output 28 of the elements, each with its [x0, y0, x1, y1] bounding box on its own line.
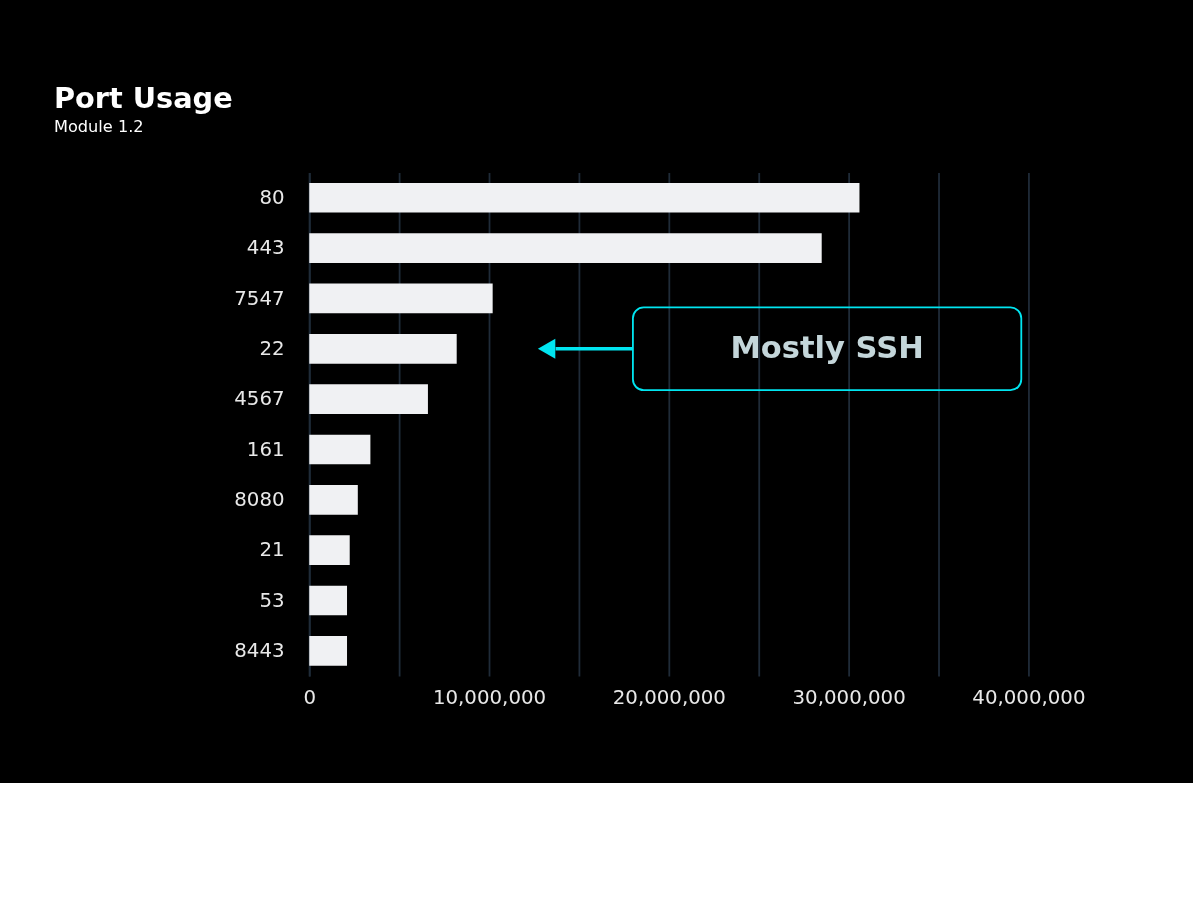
- y-tick-label: 161: [246, 437, 285, 461]
- text: Module 1.2: [53, 117, 144, 137]
- bar: [309, 283, 493, 314]
- y-tick-label: 8443: [234, 639, 285, 663]
- x-tick-label: 10,000,000: [432, 686, 547, 710]
- annotation: Mostly SSH: [730, 329, 924, 365]
- y-tick-label: 8080: [234, 488, 285, 512]
- x-tick-label: 30,000,000: [792, 686, 906, 710]
- bar: [309, 585, 348, 616]
- bar: [309, 182, 860, 213]
- x-tick-label: 20,000,000: [612, 686, 726, 710]
- chart-title: Port Usage: [53, 80, 233, 115]
- y-tick-label: 22: [259, 337, 285, 361]
- y-tick-label: 4567: [234, 387, 285, 411]
- y-tick-label: 21: [259, 538, 285, 562]
- bar: [309, 636, 348, 666]
- y-tick-label: 7547: [234, 286, 285, 310]
- bar: [309, 384, 428, 414]
- bar: [309, 535, 350, 566]
- x-tick-label: 40,000,000: [972, 686, 1086, 710]
- x-tick-label: 0: [303, 686, 316, 710]
- y-tick-label: 53: [259, 588, 285, 612]
- bar: [309, 233, 822, 263]
- bar: [309, 333, 457, 364]
- y-tick-label: 80: [259, 186, 285, 210]
- bar: [309, 434, 371, 465]
- y-tick-label: 443: [246, 236, 285, 260]
- bar: [309, 485, 358, 515]
